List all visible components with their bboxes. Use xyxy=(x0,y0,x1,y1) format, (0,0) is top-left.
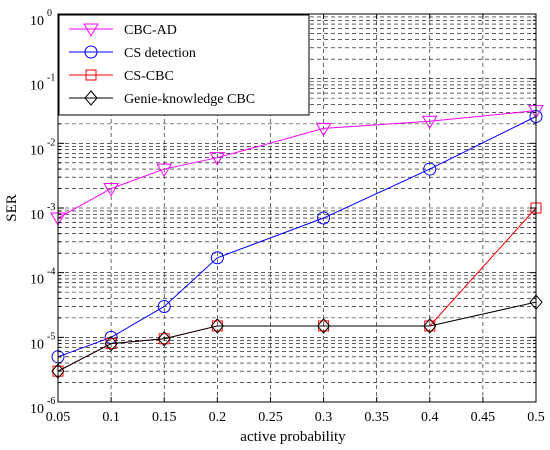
legend-label: CS detection xyxy=(124,46,196,61)
axes xyxy=(57,13,537,403)
legend-swatch-marker xyxy=(83,23,99,37)
legend-swatch-marker xyxy=(84,90,98,106)
legend-item: CBC-AD xyxy=(69,23,177,38)
data-point xyxy=(104,335,118,352)
legend-label: Genie-knowledge CBC xyxy=(124,92,255,107)
y-tick-exponent: -1 xyxy=(47,73,55,84)
y-tick-label: 10 xyxy=(30,14,44,29)
x-tick-label: 0.3 xyxy=(315,410,333,425)
x-tick-label: 0.35 xyxy=(364,410,389,425)
legend-swatch-marker xyxy=(84,45,98,59)
data-point xyxy=(421,115,438,130)
y-tick-label: 10 xyxy=(30,143,44,158)
legend-label: CBC-AD xyxy=(124,23,177,38)
series-layer xyxy=(50,105,544,379)
legend-label: CS-CBC xyxy=(124,69,174,84)
y-tick-label: 10 xyxy=(30,208,44,223)
y-tick-exponent: 0 xyxy=(47,8,52,19)
x-tick-label: 0.45 xyxy=(471,410,496,425)
data-point xyxy=(423,162,437,176)
data-point xyxy=(210,318,224,334)
data-point xyxy=(103,183,119,197)
x-tick-label: 0.1 xyxy=(102,410,120,425)
x-tick-label: 0.4 xyxy=(421,410,439,425)
x-tick-label: 0.05 xyxy=(46,410,71,425)
y-tick-exponent: -5 xyxy=(47,331,55,342)
data-point xyxy=(157,331,171,347)
y-tick-exponent: -4 xyxy=(47,267,55,278)
y-tick-exponent: -3 xyxy=(47,202,55,213)
y-tick-label: 10 xyxy=(30,79,44,94)
legend-item: Genie-knowledge CBC xyxy=(69,90,255,107)
y-tick-label: 10 xyxy=(30,337,44,352)
data-point xyxy=(156,163,173,178)
x-tick-label: 0.5 xyxy=(527,410,545,425)
y-tick-exponent: -6 xyxy=(47,396,55,407)
y-tick-exponent: -2 xyxy=(47,137,55,148)
x-tick-label: 0.15 xyxy=(152,410,177,425)
data-point xyxy=(315,122,332,137)
legend-item: CS-CBC xyxy=(69,69,174,84)
x-axis-label: active probability xyxy=(240,429,346,445)
legend-swatch-marker xyxy=(85,69,97,81)
legend-item: CS detection xyxy=(69,45,196,61)
y-tick-label: 10 xyxy=(30,273,44,288)
data-point xyxy=(157,299,171,313)
data-point xyxy=(423,318,437,334)
series-line xyxy=(57,110,537,219)
x-tick-label: 0.2 xyxy=(209,410,227,425)
y-axis-label: SER xyxy=(4,194,20,222)
y-tick-label: 10 xyxy=(30,402,44,417)
tick-labels: 0.05 0.1 0.15 0.2 0.25 0.3 0.35 0.4 0.45 0.510-61… xyxy=(30,8,545,425)
x-tick-label: 0.25 xyxy=(258,410,283,425)
data-point xyxy=(210,251,224,265)
data-point xyxy=(209,152,226,166)
series-line xyxy=(57,301,537,372)
data-point xyxy=(316,318,331,334)
legend: CBC-AD CS detection CS-CBC Genie-knowledge … xyxy=(58,14,310,116)
data-point xyxy=(317,211,331,225)
